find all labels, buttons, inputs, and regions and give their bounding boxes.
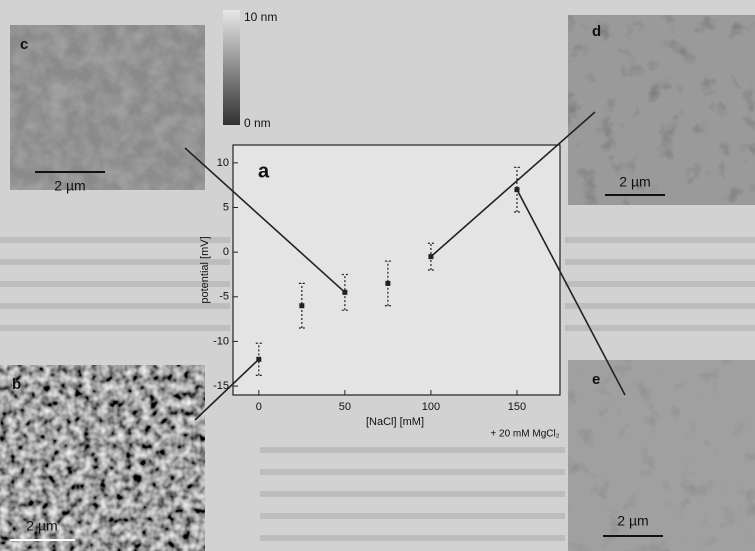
data-point [514, 187, 519, 192]
data-point [385, 281, 390, 286]
colorbar-min: 0 nm [244, 116, 271, 130]
figure-page: c 2 µm 10 nm 0 nm d 2 µm b 2 µm e 2 µm a… [0, 0, 755, 551]
colorbar: 10 nm 0 nm [223, 10, 277, 130]
image-b: b 2 µm [0, 365, 205, 551]
annotation: + 20 mM MgCl₂ [490, 429, 559, 440]
data-point [299, 303, 304, 308]
image-label: b [12, 376, 21, 393]
panel-label: a [258, 160, 270, 182]
image-c: c 2 µm [10, 25, 205, 194]
y-tick-label: 10 [217, 157, 229, 169]
scale-bar-label: 2 µm [26, 518, 57, 534]
image-label: d [592, 23, 601, 40]
figure: c 2 µm 10 nm 0 nm d 2 µm b 2 µm e 2 µm a… [0, 0, 755, 551]
y-tick-label: 5 [223, 201, 229, 213]
y-axis-label: potential [mV] [199, 236, 211, 303]
colorbar-max: 10 nm [244, 10, 277, 24]
x-tick-label: 100 [422, 401, 440, 413]
data-point [428, 254, 433, 259]
data-point [256, 357, 261, 362]
image-d: d 2 µm [568, 15, 755, 205]
scale-bar-label: 2 µm [619, 174, 650, 190]
y-tick-label: 0 [223, 246, 229, 258]
x-tick-label: 50 [339, 401, 351, 413]
scale-bar-label: 2 µm [617, 513, 648, 529]
y-tick-label: -10 [213, 335, 229, 347]
scale-bar-label: 2 µm [54, 178, 85, 194]
image-e: e 2 µm [568, 360, 755, 551]
data-point [342, 290, 347, 295]
image-label: e [592, 371, 600, 388]
x-axis-label: [NaCl] [mM] [366, 416, 424, 428]
image-label: c [20, 36, 28, 53]
x-tick-label: 150 [508, 401, 526, 413]
y-tick-label: -5 [219, 291, 229, 303]
x-tick-label: 0 [256, 401, 262, 413]
plot-frame [233, 145, 560, 395]
